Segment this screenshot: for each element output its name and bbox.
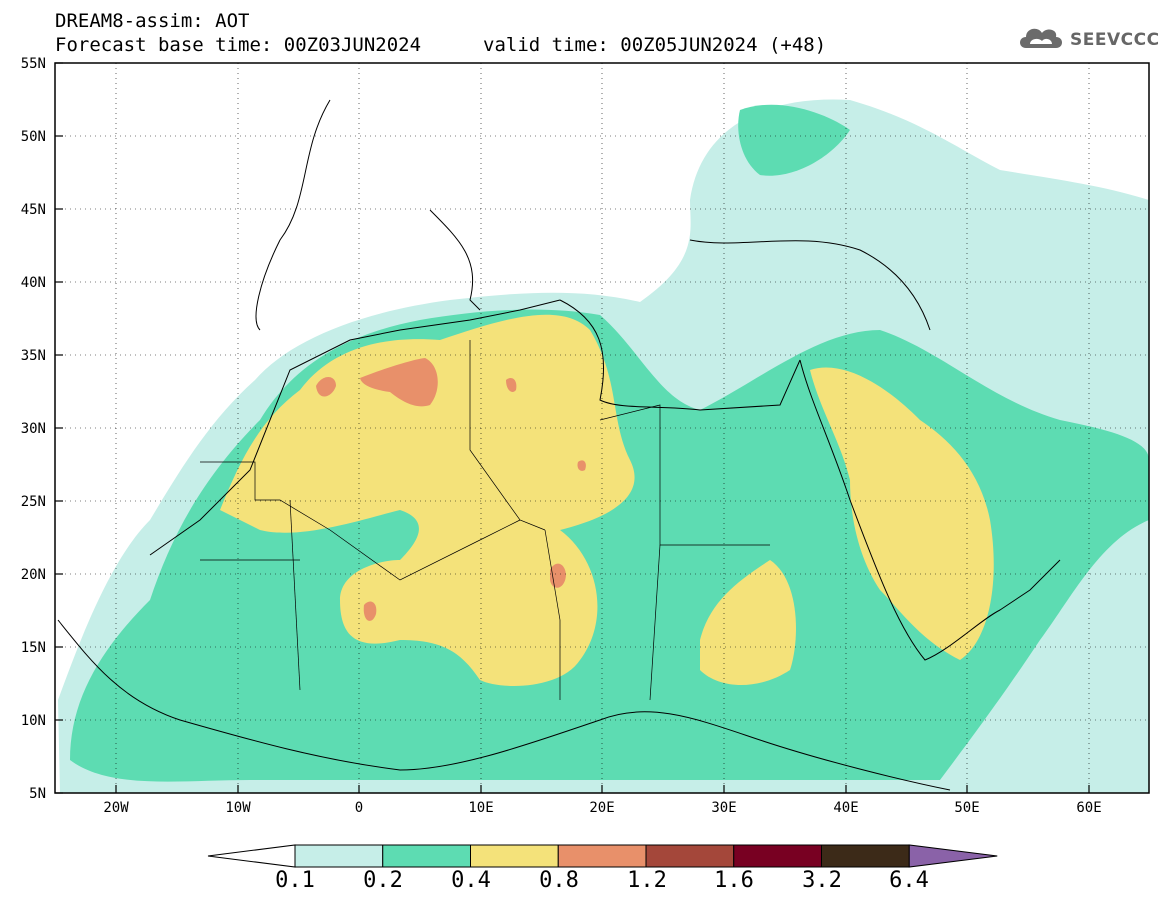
colorbar-label: 1.6: [714, 868, 754, 893]
colorbar-swatch: [733, 844, 822, 868]
lat-label: 30N: [21, 421, 46, 437]
lon-label: 0: [355, 800, 363, 816]
colorbar-left-arrow: [207, 844, 296, 868]
grid-lines: [55, 63, 1149, 793]
lon-label: 20E: [589, 800, 614, 816]
lon-label: 10W: [225, 800, 251, 816]
lon-label: 50E: [954, 800, 979, 816]
coastlines: [57, 99, 1061, 791]
lat-label: 55N: [21, 56, 46, 72]
aot-band-0.4: [220, 314, 635, 686]
lat-label: 45N: [21, 202, 46, 218]
lat-label: 15N: [21, 640, 46, 656]
lat-label: 20N: [21, 567, 46, 583]
lon-label: 40E: [833, 800, 858, 816]
colorbar-label: 0.2: [363, 868, 403, 893]
lon-label: 10E: [468, 800, 493, 816]
colorbar-swatch: [557, 844, 647, 868]
colorbar-label: 0.4: [451, 868, 491, 893]
colorbar-swatch: [294, 844, 384, 868]
colorbar-label: 3.2: [802, 868, 842, 893]
colorbar-swatch: [382, 844, 471, 868]
colorbar-label: 0.8: [539, 868, 579, 893]
colorbar-swatch: [821, 844, 910, 868]
logo-text: SEEVCCC: [1070, 30, 1160, 50]
forecast-times: Forecast base time: 00Z03JUN2024 valid ti…: [55, 34, 826, 56]
aot-band-0.8: [577, 460, 586, 471]
colorbar-right-arrow: [908, 844, 998, 868]
map-title: DREAM8-assim: AOT: [55, 10, 250, 32]
valid-time: valid time: 00Z05JUN2024 (+48): [483, 34, 827, 56]
lat-label: 50N: [21, 129, 46, 145]
lat-label: 5N: [29, 786, 46, 802]
lat-label: 25N: [21, 494, 46, 510]
colorbar-label: 1.2: [627, 868, 667, 893]
lon-label: 60E: [1076, 800, 1101, 816]
political-borders: [200, 340, 770, 701]
aot-band-0.4: [810, 367, 994, 660]
aot-band-0.8: [360, 358, 438, 407]
seevccc-logo: SEEVCCC: [1016, 20, 1159, 56]
lat-label: 10N: [21, 713, 46, 729]
cloud-icon: [1020, 28, 1062, 48]
lon-label: 30E: [711, 800, 736, 816]
lat-label: 40N: [21, 275, 46, 291]
lat-label: 35N: [21, 348, 46, 364]
aot-band-0.8: [316, 377, 336, 397]
base-time: Forecast base time: 00Z03JUN2024: [55, 34, 422, 56]
colorbar: [207, 844, 998, 868]
colorbar-label: 0.1: [275, 868, 315, 893]
colorbar-swatch: [645, 844, 735, 868]
aot-band-0.8: [506, 378, 517, 392]
colorbar-label: 6.4: [889, 868, 929, 893]
aot-band-0.2: [738, 104, 850, 176]
aot-band-0.8: [550, 563, 566, 588]
colorbar-swatch: [470, 844, 559, 868]
aot-band-0.8: [363, 601, 377, 621]
lon-label: 20W: [103, 800, 129, 816]
